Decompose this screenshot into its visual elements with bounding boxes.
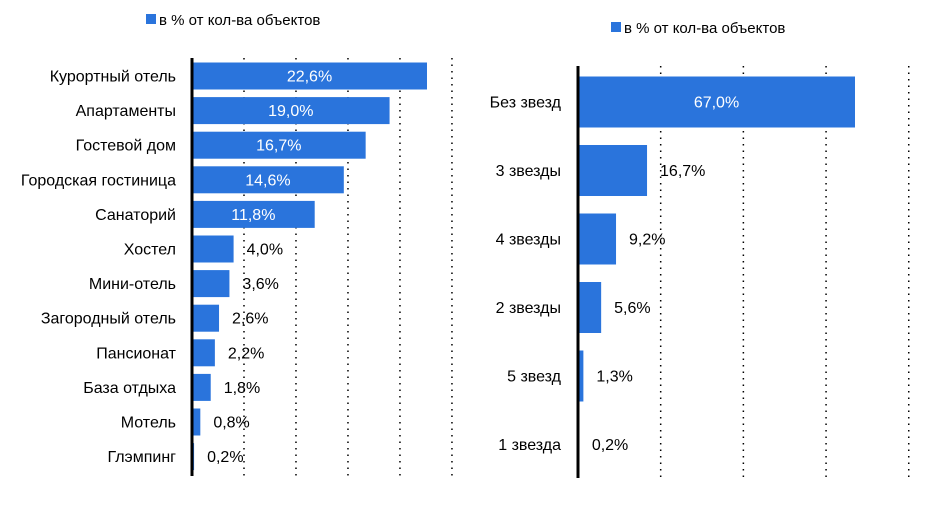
bar-hotel-4 bbox=[192, 166, 344, 194]
bar-hotel-5 bbox=[192, 200, 315, 228]
value-label: 16,7% bbox=[256, 138, 301, 155]
legend-label: в % от кол-ва объектов bbox=[159, 12, 320, 29]
category-label: Городская гостиница bbox=[21, 172, 176, 189]
bar-stars-1 bbox=[578, 76, 855, 128]
value-label: 9,2% bbox=[629, 232, 665, 249]
legend-swatch bbox=[611, 22, 621, 32]
category-label: 1 звезда bbox=[498, 437, 561, 454]
value-label: 3,6% bbox=[242, 276, 278, 293]
value-label: 0,2% bbox=[592, 437, 628, 454]
category-label: Апартаменты bbox=[76, 103, 176, 120]
value-label: 22,6% bbox=[287, 69, 332, 86]
value-label: 2,2% bbox=[228, 345, 264, 362]
bar-hotel-8 bbox=[192, 304, 220, 332]
category-label: 3 звезды bbox=[496, 163, 561, 180]
category-label: Глэмпинг bbox=[107, 449, 176, 466]
chart-hotel-types: в % от кол-ва объектов Курортный отель 22… bbox=[21, 12, 453, 476]
value-label: 5,6% bbox=[614, 300, 650, 317]
bar-hotel-1 bbox=[192, 62, 427, 90]
bar-hotel-2 bbox=[192, 97, 390, 125]
category-label: Санаторий bbox=[95, 207, 176, 224]
category-label: 5 звезд bbox=[507, 369, 562, 386]
legend-swatch bbox=[146, 14, 156, 24]
bar-hotel-11 bbox=[192, 408, 201, 436]
category-label: База отдыха bbox=[83, 380, 176, 397]
bar-stars-3 bbox=[578, 213, 617, 265]
value-label: 14,6% bbox=[245, 172, 290, 189]
category-label: Курортный отель bbox=[50, 69, 176, 86]
category-label: 4 звезды bbox=[496, 232, 561, 249]
value-label: 2,6% bbox=[232, 311, 268, 328]
category-label: 2 звезды bbox=[496, 300, 561, 317]
value-label: 1,8% bbox=[224, 380, 260, 397]
category-label: Без звезд bbox=[490, 95, 562, 112]
value-label: 19,0% bbox=[268, 103, 313, 120]
legend-label: в % от кол-ва объектов bbox=[624, 20, 785, 37]
category-label: Загородный отель bbox=[41, 311, 176, 328]
bar-hotel-3 bbox=[192, 131, 366, 159]
category-label: Гостевой дом bbox=[76, 138, 176, 155]
value-label: 4,0% bbox=[247, 242, 283, 259]
category-label: Пансионат bbox=[96, 345, 176, 362]
bar-hotel-7 bbox=[192, 270, 230, 298]
bar-stars-5 bbox=[578, 350, 584, 402]
bar-stars-2 bbox=[578, 145, 648, 196]
legend-hotel-types: в % от кол-ва объектов bbox=[146, 12, 320, 29]
bar-hotel-9 bbox=[192, 339, 215, 367]
bar-hotel-10 bbox=[192, 373, 211, 401]
value-label: 67,0% bbox=[694, 95, 739, 112]
value-label: 16,7% bbox=[660, 163, 705, 180]
bar-stars-4 bbox=[578, 282, 602, 333]
category-label: Мотель bbox=[121, 415, 176, 432]
value-label: 0,2% bbox=[207, 449, 243, 466]
value-label: 11,8% bbox=[231, 207, 275, 224]
chart-star-ratings: в % от кол-ва объектов Без звезд 67,0% 3 з… bbox=[490, 20, 910, 478]
legend-star-ratings: в % от кол-ва объектов bbox=[611, 20, 785, 37]
category-label: Хостел bbox=[124, 242, 176, 259]
value-label: 1,3% bbox=[596, 369, 632, 386]
value-label: 0,8% bbox=[213, 415, 249, 432]
bar-hotel-6 bbox=[192, 235, 234, 263]
category-label: Мини-отель bbox=[89, 276, 176, 293]
